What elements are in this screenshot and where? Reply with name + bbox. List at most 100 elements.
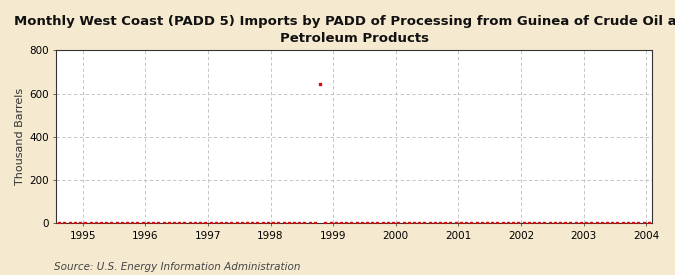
Point bbox=[137, 221, 148, 225]
Point bbox=[59, 221, 70, 225]
Point bbox=[205, 221, 216, 225]
Point bbox=[638, 221, 649, 225]
Point bbox=[174, 221, 185, 225]
Point bbox=[163, 221, 174, 225]
Point bbox=[101, 221, 111, 225]
Point bbox=[408, 221, 419, 225]
Point bbox=[38, 221, 49, 225]
Point bbox=[424, 221, 435, 225]
Point bbox=[560, 221, 570, 225]
Point bbox=[221, 221, 232, 225]
Point bbox=[242, 221, 252, 225]
Point bbox=[117, 221, 128, 225]
Point bbox=[335, 221, 346, 225]
Point bbox=[148, 221, 159, 225]
Point bbox=[252, 221, 263, 225]
Point bbox=[70, 221, 80, 225]
Point bbox=[211, 221, 221, 225]
Point bbox=[142, 221, 153, 225]
Point bbox=[565, 221, 576, 225]
Point bbox=[628, 221, 639, 225]
Point bbox=[200, 221, 211, 225]
Point bbox=[377, 221, 388, 225]
Point bbox=[429, 221, 440, 225]
Point bbox=[461, 221, 472, 225]
Point bbox=[64, 221, 75, 225]
Point bbox=[372, 221, 383, 225]
Point bbox=[555, 221, 566, 225]
Point bbox=[18, 221, 28, 225]
Point bbox=[419, 221, 430, 225]
Point bbox=[580, 221, 591, 225]
Point bbox=[497, 221, 508, 225]
Point bbox=[278, 221, 289, 225]
Point bbox=[96, 221, 107, 225]
Point bbox=[591, 221, 602, 225]
Point bbox=[75, 221, 86, 225]
Point bbox=[346, 221, 357, 225]
Point bbox=[22, 221, 33, 225]
Point bbox=[284, 221, 294, 225]
Point bbox=[612, 221, 623, 225]
Point bbox=[523, 221, 534, 225]
Point bbox=[111, 221, 122, 225]
Point bbox=[106, 221, 117, 225]
Point bbox=[539, 221, 549, 225]
Point bbox=[356, 221, 367, 225]
Point bbox=[404, 221, 414, 225]
Point bbox=[487, 221, 497, 225]
Point bbox=[502, 221, 513, 225]
Point bbox=[158, 221, 169, 225]
Point bbox=[570, 221, 581, 225]
Point bbox=[304, 221, 315, 225]
Point bbox=[393, 221, 404, 225]
Y-axis label: Thousand Barrels: Thousand Barrels bbox=[15, 88, 25, 185]
Point bbox=[601, 221, 612, 225]
Point bbox=[445, 221, 456, 225]
Point bbox=[330, 221, 341, 225]
Point bbox=[80, 221, 90, 225]
Point bbox=[90, 221, 101, 225]
Point bbox=[351, 221, 362, 225]
Point bbox=[456, 221, 466, 225]
Point bbox=[263, 221, 273, 225]
Point bbox=[54, 221, 65, 225]
Point bbox=[471, 221, 482, 225]
Point bbox=[440, 221, 451, 225]
Point bbox=[236, 221, 247, 225]
Point bbox=[450, 221, 461, 225]
Point bbox=[383, 221, 394, 225]
Point bbox=[320, 221, 331, 225]
Point bbox=[362, 221, 373, 225]
Point bbox=[367, 221, 377, 225]
Point bbox=[597, 221, 608, 225]
Point bbox=[127, 221, 138, 225]
Point bbox=[179, 221, 190, 225]
Point bbox=[294, 221, 304, 225]
Point bbox=[529, 221, 539, 225]
Point bbox=[299, 221, 310, 225]
Point bbox=[247, 221, 258, 225]
Point bbox=[33, 221, 44, 225]
Point bbox=[617, 221, 628, 225]
Point bbox=[643, 221, 654, 225]
Point bbox=[194, 221, 205, 225]
Point bbox=[153, 221, 164, 225]
Point bbox=[122, 221, 132, 225]
Point bbox=[534, 221, 545, 225]
Text: Source: U.S. Energy Information Administration: Source: U.S. Energy Information Administ… bbox=[54, 262, 300, 272]
Point bbox=[226, 221, 237, 225]
Point bbox=[232, 221, 242, 225]
Point bbox=[315, 82, 325, 86]
Point bbox=[309, 221, 320, 225]
Point bbox=[513, 221, 524, 225]
Point bbox=[49, 221, 59, 225]
Point bbox=[481, 221, 492, 225]
Point bbox=[492, 221, 503, 225]
Point bbox=[508, 221, 518, 225]
Point bbox=[268, 221, 279, 225]
Point bbox=[132, 221, 143, 225]
Point bbox=[289, 221, 300, 225]
Point bbox=[184, 221, 195, 225]
Title: Monthly West Coast (PADD 5) Imports by PADD of Processing from Guinea of Crude O: Monthly West Coast (PADD 5) Imports by P… bbox=[14, 15, 675, 45]
